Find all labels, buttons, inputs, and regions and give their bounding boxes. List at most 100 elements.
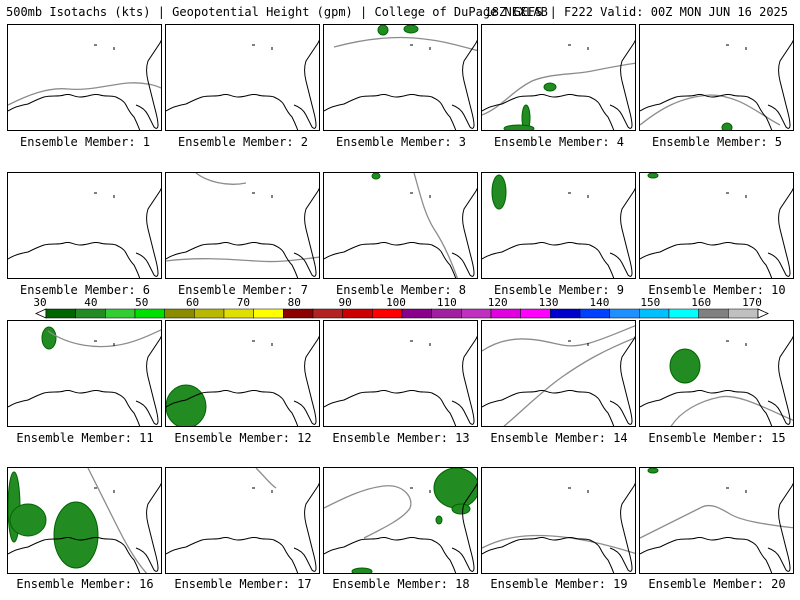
height-contour bbox=[87, 468, 148, 573]
member-caption: Ensemble Member: 7 bbox=[177, 283, 309, 297]
colorbar-swatch bbox=[283, 308, 314, 319]
ensemble-member-map bbox=[165, 320, 320, 427]
colorbar-tick-label: 160 bbox=[691, 296, 712, 309]
isotach-shading bbox=[491, 174, 507, 210]
colorbar-tick-label: 140 bbox=[589, 296, 610, 309]
colorbar-swatch bbox=[520, 308, 551, 319]
member-map-svg bbox=[8, 187, 161, 278]
member-map-svg bbox=[8, 326, 161, 426]
ensemble-member-map bbox=[7, 467, 162, 574]
height-contour bbox=[333, 36, 477, 52]
member-map-svg bbox=[324, 468, 477, 573]
member-map-svg bbox=[324, 335, 477, 426]
coastline bbox=[166, 93, 299, 130]
height-contour bbox=[166, 173, 319, 263]
height-contour bbox=[482, 325, 635, 426]
isotach-shading bbox=[403, 25, 419, 34]
ensemble-member-map bbox=[165, 172, 320, 279]
coastline bbox=[640, 389, 773, 426]
ensemble-member-map bbox=[639, 467, 794, 574]
header-title-right: 18Z GEFS | F222 Valid: 00Z MON JUN 16 20… bbox=[484, 5, 788, 19]
ensemble-member-map bbox=[7, 24, 162, 131]
coastline bbox=[324, 389, 457, 426]
member-map-svg bbox=[324, 173, 477, 278]
coastline bbox=[166, 389, 299, 426]
coastline bbox=[8, 389, 141, 426]
coastline bbox=[293, 482, 319, 572]
member-caption: Ensemble Member: 1 bbox=[19, 135, 151, 149]
isotach-shading bbox=[647, 173, 659, 179]
colorbar-swatch bbox=[579, 308, 610, 319]
colorbar-swatch bbox=[372, 308, 403, 319]
ensemble-member-map bbox=[481, 320, 636, 427]
member-caption: Ensemble Member: 15 bbox=[648, 431, 786, 445]
colorbar-arrow-left bbox=[35, 308, 47, 319]
isotach-shading bbox=[41, 326, 57, 350]
member-caption: Ensemble Member: 12 bbox=[174, 431, 312, 445]
isotach-shading bbox=[377, 25, 389, 36]
colorbar-swatch bbox=[668, 308, 699, 319]
member-map-svg bbox=[166, 173, 319, 278]
colorbar-tick-label: 50 bbox=[135, 296, 149, 309]
height-contour bbox=[670, 395, 793, 426]
coastline bbox=[482, 93, 615, 130]
isotach-shading bbox=[351, 567, 373, 573]
ensemble-member-map bbox=[323, 467, 478, 574]
colorbar-tick-label: 100 bbox=[386, 296, 406, 309]
member-caption: Ensemble Member: 11 bbox=[16, 431, 154, 445]
isotach-shading bbox=[647, 468, 659, 474]
coastline bbox=[135, 335, 161, 425]
ensemble-member-map bbox=[7, 320, 162, 427]
colorbar-tick-label: 110 bbox=[436, 296, 457, 309]
isotach-shading bbox=[543, 82, 557, 92]
colorbar-swatch bbox=[550, 308, 581, 319]
height-contour bbox=[640, 94, 781, 126]
coastline bbox=[609, 335, 635, 425]
coastline bbox=[451, 482, 477, 572]
member-map-svg bbox=[482, 39, 635, 130]
height-contour bbox=[47, 329, 161, 348]
colorbar-swatch bbox=[223, 308, 254, 319]
coastline bbox=[451, 335, 477, 425]
member-caption: Ensemble Member: 14 bbox=[490, 431, 628, 445]
colorbar-swatch bbox=[312, 308, 343, 319]
coastline bbox=[451, 187, 477, 277]
isotach-shading bbox=[435, 515, 443, 525]
ensemble-member-map bbox=[7, 172, 162, 279]
member-map-svg bbox=[482, 482, 635, 573]
member-map-svg bbox=[8, 39, 161, 130]
map-header: 500mb Isotachs (kts) | Geopotential Heig… bbox=[6, 3, 796, 21]
member-caption: Ensemble Member: 8 bbox=[335, 283, 467, 297]
height-contour bbox=[324, 485, 412, 539]
ensemble-member-map bbox=[481, 24, 636, 131]
coastline bbox=[293, 187, 319, 277]
colorbar-swatch bbox=[164, 308, 195, 319]
coastline bbox=[293, 39, 319, 129]
colorbar-swatch bbox=[45, 308, 76, 319]
member-map-svg bbox=[640, 335, 793, 426]
height-contour bbox=[8, 82, 161, 106]
ensemble-member-map bbox=[323, 24, 478, 131]
colorbar-tick-label: 130 bbox=[538, 296, 559, 309]
colorbar-swatch bbox=[194, 308, 225, 319]
isotach-shading bbox=[521, 104, 531, 130]
member-map-svg bbox=[166, 468, 319, 573]
height-contour bbox=[482, 534, 635, 555]
coastline bbox=[166, 536, 299, 573]
ensemble-member-map bbox=[323, 172, 478, 279]
member-map-svg bbox=[166, 39, 319, 130]
coastline bbox=[293, 335, 319, 425]
coastline bbox=[324, 536, 457, 573]
member-caption: Ensemble Member: 9 bbox=[493, 283, 625, 297]
ensemble-member-map bbox=[639, 320, 794, 427]
isotach-shading bbox=[433, 468, 477, 509]
colorbar-swatch bbox=[490, 308, 521, 319]
coastline bbox=[640, 93, 773, 130]
height-contour bbox=[640, 504, 793, 539]
coastline bbox=[767, 187, 793, 277]
member-caption: Ensemble Member: 5 bbox=[651, 135, 783, 149]
colorbar-swatch bbox=[401, 308, 432, 319]
isotach-shading bbox=[721, 122, 733, 130]
ensemble-member-map bbox=[323, 320, 478, 427]
